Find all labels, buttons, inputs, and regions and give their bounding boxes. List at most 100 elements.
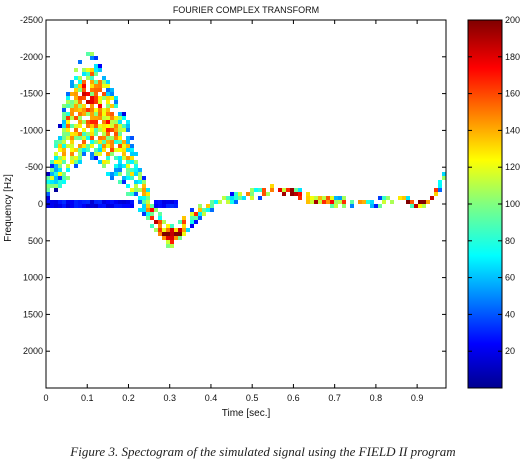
heatmap-cell <box>74 200 78 204</box>
heatmap-cell <box>286 188 290 192</box>
heatmap-cell <box>90 76 94 80</box>
heatmap-cell <box>138 208 142 212</box>
heatmap-cell <box>74 124 78 128</box>
heatmap-cell <box>182 220 186 224</box>
heatmap-cell <box>126 128 130 132</box>
heatmap-cell <box>78 200 82 204</box>
colorbar-ticks: 20 40 60 80 100 120 140 160 180 200 <box>468 15 520 356</box>
heatmap-cell <box>130 192 134 196</box>
heatmap-cell <box>54 180 58 184</box>
heatmap-cell <box>418 200 422 204</box>
heatmap-cell <box>150 212 154 216</box>
x-axis-label: Time [sec.] <box>222 408 271 419</box>
figure-caption: Figure 3. Spectogram of the simulated si… <box>70 444 456 459</box>
heatmap-cell <box>94 204 98 208</box>
heatmap-cell <box>78 148 82 152</box>
heatmap-cell <box>90 116 94 120</box>
heatmap-cell <box>322 200 326 204</box>
heatmap-cell <box>86 204 90 208</box>
heatmap-cell <box>130 176 134 180</box>
heatmap-cell <box>82 80 86 84</box>
heatmap-cell <box>98 160 102 164</box>
heatmap-cell <box>250 192 254 196</box>
heatmap-cell <box>66 92 70 96</box>
heatmap-cell <box>106 132 110 136</box>
heatmap-cell <box>126 200 130 204</box>
heatmap-cell <box>170 240 174 244</box>
heatmap-cell <box>78 104 82 108</box>
heatmap-cell <box>74 68 78 72</box>
heatmap-cell <box>358 200 362 204</box>
heatmap-cell <box>78 144 82 148</box>
heatmap-cell <box>90 88 94 92</box>
heatmap-cell <box>62 156 66 160</box>
heatmap-cell <box>82 120 86 124</box>
heatmap-cell <box>94 72 98 76</box>
heatmap-cell <box>82 136 86 140</box>
heatmap-cell <box>62 120 66 124</box>
heatmap-cell <box>58 144 62 148</box>
heatmap-cell <box>166 228 170 232</box>
heatmap-cell <box>398 196 402 200</box>
heatmap-cell <box>106 200 110 204</box>
heatmap-cell <box>258 196 262 200</box>
heatmap-cell <box>142 192 146 196</box>
heatmap-cell <box>134 168 138 172</box>
heatmap-cell <box>130 188 134 192</box>
heatmap-cell <box>146 200 150 204</box>
heatmap-cell <box>106 108 110 112</box>
heatmap-cell <box>326 196 330 200</box>
heatmap-cell <box>190 216 194 220</box>
heatmap-cell <box>106 88 110 92</box>
heatmap-cell <box>306 192 310 196</box>
heatmap-cell <box>66 124 70 128</box>
heatmap-cell <box>62 148 66 152</box>
heatmap-cell <box>134 188 138 192</box>
colorbar <box>467 19 503 389</box>
heatmap-cell <box>58 172 62 176</box>
heatmap-cell <box>70 148 74 152</box>
heatmap-cell <box>82 112 86 116</box>
heatmap-cell <box>126 160 130 164</box>
heatmap-cell <box>150 204 154 208</box>
heatmap-cell <box>62 176 66 180</box>
heatmap-cell <box>54 188 58 192</box>
heatmap-cell <box>338 200 342 204</box>
heatmap-cell <box>110 148 114 152</box>
heatmap-cell <box>102 140 106 144</box>
heatmap-cell <box>110 120 114 124</box>
heatmap-cell <box>138 188 142 192</box>
heatmap-cell <box>126 192 130 196</box>
heatmap-cell <box>58 156 62 160</box>
heatmap-cell <box>290 188 294 192</box>
heatmap-cell <box>90 84 94 88</box>
heatmap-cell <box>46 180 50 184</box>
heatmap-cell <box>194 216 198 220</box>
heatmap-cell <box>66 96 70 100</box>
heatmap-cell <box>58 164 62 168</box>
heatmap-cell <box>74 164 78 168</box>
heatmap-cell <box>134 172 138 176</box>
heatmap-cell <box>86 100 90 104</box>
heatmap-cell <box>410 200 414 204</box>
heatmap-cell <box>102 132 106 136</box>
y-tick-label: 500 <box>28 236 43 246</box>
heatmap-cell <box>106 172 110 176</box>
colorbar-tick-label: 40 <box>505 309 515 319</box>
heatmap-cell <box>54 164 58 168</box>
heatmap-cell <box>94 132 98 136</box>
heatmap-cell <box>198 204 202 208</box>
heatmap-cell <box>94 116 98 120</box>
heatmap-cell <box>126 148 130 152</box>
heatmap-cell <box>74 132 78 136</box>
heatmap-cell <box>78 204 82 208</box>
heatmap-cell <box>114 128 118 132</box>
heatmap-cell <box>194 212 198 216</box>
heatmap-cell <box>250 188 254 192</box>
heatmap-cell <box>82 72 86 76</box>
heatmap-cell <box>74 108 78 112</box>
heatmap-cell <box>106 100 110 104</box>
heatmap-cell <box>210 200 214 204</box>
heatmap-cell <box>174 228 178 232</box>
heatmap-cell <box>78 136 82 140</box>
